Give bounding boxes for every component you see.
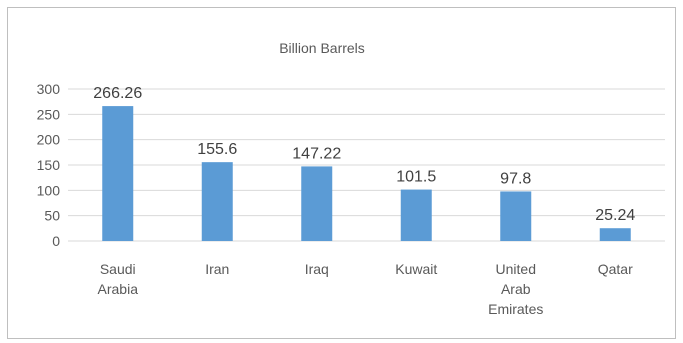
bars xyxy=(102,106,631,241)
gridlines xyxy=(68,88,665,242)
category-label: United Arab Emirates xyxy=(488,261,543,317)
category-label-line: Iran xyxy=(205,261,229,277)
category-label-line: United xyxy=(496,261,536,277)
category-labels: Saudi Arabia Iran Iraq Kuwait United Arab Emira… xyxy=(98,261,634,317)
chart-title: Billion Barrels xyxy=(279,40,365,56)
data-label: 25.24 xyxy=(595,207,635,224)
category-label-line: Arab xyxy=(501,281,531,297)
data-label: 266.26 xyxy=(93,85,142,102)
category-label-line: Iraq xyxy=(305,261,329,277)
y-tick-label: 200 xyxy=(37,132,61,148)
category-label-line: Emirates xyxy=(488,301,543,317)
y-tick-label: 0 xyxy=(52,233,60,249)
category-label: Iran xyxy=(205,261,229,277)
y-tick-label: 250 xyxy=(37,106,61,122)
bar xyxy=(301,166,333,241)
category-label: Iraq xyxy=(305,261,329,277)
bar xyxy=(400,189,432,241)
y-tick-label: 50 xyxy=(44,208,60,224)
bar xyxy=(201,162,233,241)
category-label-line: Saudi xyxy=(100,261,136,277)
y-tick-label: 150 xyxy=(37,157,61,173)
category-label-line: Qatar xyxy=(598,261,633,277)
data-label: 147.22 xyxy=(292,145,341,162)
bar xyxy=(102,106,134,241)
category-label-line: Arabia xyxy=(98,281,139,297)
data-labels: 266.26 155.6 147.22 101.5 97.8 25.24 xyxy=(93,85,635,224)
y-tick-label: 300 xyxy=(37,81,61,97)
data-label: 155.6 xyxy=(197,141,237,158)
y-tick-label: 100 xyxy=(37,182,61,198)
category-label-line: Kuwait xyxy=(395,261,437,277)
data-label: 101.5 xyxy=(396,169,436,186)
bar xyxy=(599,228,631,241)
category-label: Saudi Arabia xyxy=(98,261,139,297)
bar xyxy=(500,191,532,241)
y-axis-ticks: 0 50 100 150 200 250 300 xyxy=(37,81,61,249)
data-label: 97.8 xyxy=(500,170,531,187)
category-label: Qatar xyxy=(598,261,633,277)
category-label: Kuwait xyxy=(395,261,437,277)
